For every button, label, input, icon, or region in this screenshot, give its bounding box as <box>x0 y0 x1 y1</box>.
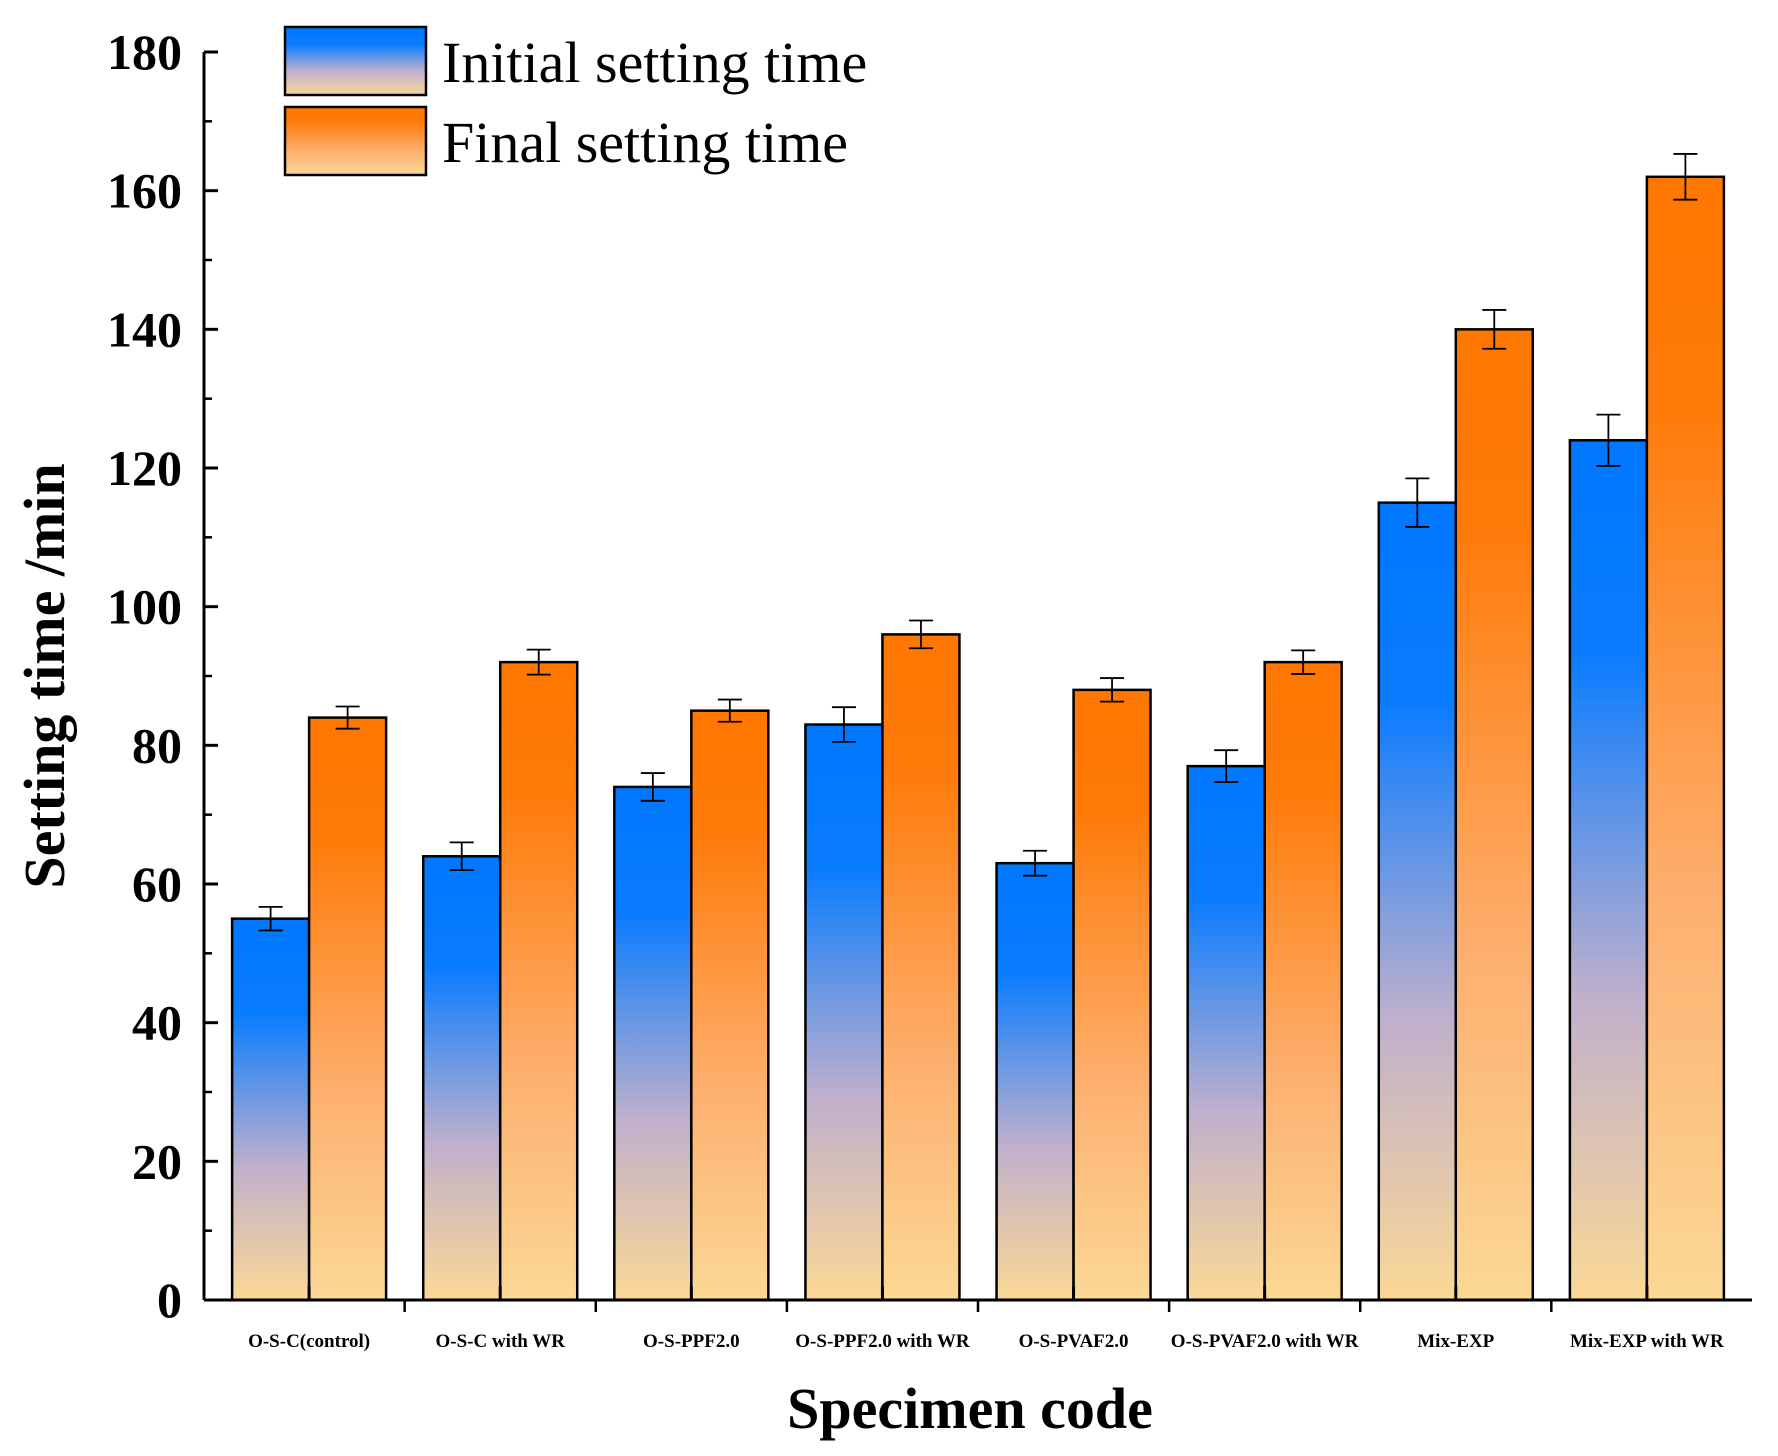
bar-initial <box>1377 501 1458 1302</box>
bar-final <box>1454 328 1535 1302</box>
x-ticks-group: O-S-C(control) O-S-C with WR O-S-PPF2.0 O-S… <box>248 1286 1724 1352</box>
bars-group <box>230 175 1726 1302</box>
y-tick-label: 140 <box>107 301 182 357</box>
legend: Initial setting time Final setting time <box>283 25 867 177</box>
y-tick-label: 120 <box>107 440 182 496</box>
bar-final <box>498 660 579 1302</box>
legend-label-final: Final setting time <box>442 110 848 175</box>
bar-final <box>1645 175 1726 1302</box>
y-tick-label: 20 <box>132 1133 182 1189</box>
bar-initial <box>804 723 884 1302</box>
x-tick-label: Mix-EXP <box>1417 1331 1494 1352</box>
bar-initial <box>613 785 693 1302</box>
y-tick-label: 40 <box>132 995 182 1051</box>
y-axis-title: Setting time /min <box>12 463 77 888</box>
y-tick-label: 80 <box>132 717 182 773</box>
bar-final <box>690 709 770 1302</box>
error-bars-group <box>258 153 1698 932</box>
bar-initial <box>995 861 1075 1302</box>
x-tick-label: O-S-PPF2.0 <box>643 1331 740 1352</box>
legend-label-initial: Initial setting time <box>442 30 867 95</box>
x-tick-label: O-S-PPF2.0 with WR <box>795 1331 970 1352</box>
bar-final <box>1263 660 1343 1302</box>
x-tick-label: O-S-C(control) <box>248 1331 370 1352</box>
y-tick-label: 0 <box>157 1272 182 1328</box>
x-axis-title: Specimen code <box>787 1376 1153 1441</box>
bar-initial <box>1186 764 1266 1302</box>
x-tick-label: O-S-C with WR <box>435 1331 565 1352</box>
bar-final <box>881 633 961 1302</box>
bar-initial <box>421 855 502 1302</box>
legend-swatch-final <box>283 105 428 177</box>
y-tick-label: 160 <box>107 163 182 219</box>
legend-swatch-initial <box>283 25 428 97</box>
x-tick-label: Mix-EXP with WR <box>1570 1331 1724 1352</box>
bar-final <box>307 716 388 1302</box>
y-tick-label: 100 <box>107 579 182 635</box>
bar-final <box>1072 688 1152 1302</box>
y-tick-label: 180 <box>107 24 182 80</box>
x-tick-label: O-S-PVAF2.0 with WR <box>1171 1331 1359 1352</box>
y-tick-label: 60 <box>132 856 182 912</box>
bar-initial <box>230 917 311 1302</box>
x-tick-label: O-S-PVAF2.0 <box>1019 1331 1129 1352</box>
y-ticks-group: 0 20 40 60 80 100 120 140 160 180 <box>107 24 218 1328</box>
bar-initial <box>1568 439 1649 1302</box>
